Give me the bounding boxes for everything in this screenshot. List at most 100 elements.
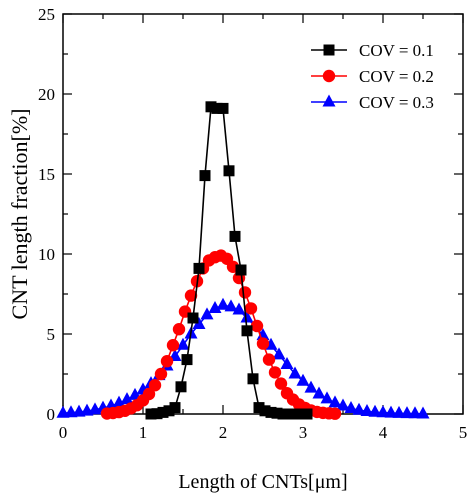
data-point xyxy=(223,165,235,177)
data-point xyxy=(271,407,283,419)
data-point xyxy=(217,102,229,114)
legend-item: COV = 0.3 xyxy=(311,93,434,112)
data-point xyxy=(232,302,246,315)
data-point xyxy=(328,407,342,420)
data-point xyxy=(256,328,270,341)
series-1 xyxy=(145,101,313,420)
data-point xyxy=(312,386,326,399)
legend-label: COV = 0.2 xyxy=(359,67,434,86)
data-point xyxy=(268,366,282,379)
data-point xyxy=(187,312,199,324)
data-point xyxy=(172,323,186,336)
data-point xyxy=(157,406,169,418)
y-tick-label: 25 xyxy=(38,5,55,24)
data-point xyxy=(244,302,258,315)
data-point xyxy=(169,402,181,414)
data-point xyxy=(235,264,247,276)
legend: COV = 0.1 COV = 0.2 COV = 0.3 xyxy=(311,41,434,112)
data-point xyxy=(160,355,174,368)
legend-marker xyxy=(323,44,335,56)
legend-label: COV = 0.1 xyxy=(359,41,434,60)
data-point xyxy=(163,405,175,417)
y-axis-label: CNT length fraction[%] xyxy=(7,109,32,320)
data-point xyxy=(368,404,382,417)
legend-label: COV = 0.3 xyxy=(359,93,434,112)
data-point xyxy=(250,319,264,333)
data-point xyxy=(181,354,193,366)
data-point xyxy=(408,406,422,419)
data-point xyxy=(253,402,265,414)
data-point xyxy=(272,347,286,360)
data-point xyxy=(304,380,318,393)
data-point xyxy=(216,297,230,310)
data-point xyxy=(416,406,430,419)
legend-item: COV = 0.2 xyxy=(311,67,434,86)
data-point xyxy=(288,366,302,379)
data-point xyxy=(247,373,259,385)
data-point xyxy=(211,102,223,114)
x-tick-label: 5 xyxy=(459,423,468,442)
data-point xyxy=(145,408,157,420)
data-point xyxy=(344,400,358,413)
data-point xyxy=(224,299,238,312)
data-point xyxy=(200,307,214,320)
x-axis-label: Length of CNTs[μm] xyxy=(178,471,347,493)
data-point xyxy=(274,377,288,390)
data-point xyxy=(166,339,180,352)
data-point xyxy=(208,300,222,313)
data-point xyxy=(280,356,294,369)
data-point xyxy=(154,367,168,381)
data-point xyxy=(193,262,205,274)
data-point xyxy=(262,353,276,366)
y-tick-label: 10 xyxy=(38,245,55,264)
data-point xyxy=(320,391,334,404)
data-point xyxy=(120,392,134,405)
legend-marker xyxy=(322,69,336,83)
y-tick-label: 0 xyxy=(47,405,56,424)
data-point xyxy=(241,325,253,337)
y-tick-label: 5 xyxy=(47,325,56,344)
data-point xyxy=(199,170,211,182)
data-point xyxy=(240,310,254,323)
data-point xyxy=(256,337,270,350)
x-tick-label: 4 xyxy=(379,423,388,442)
data-point xyxy=(229,230,241,242)
data-point xyxy=(295,408,307,420)
data-point xyxy=(148,379,162,392)
data-point xyxy=(151,408,163,420)
data-point xyxy=(205,101,217,113)
x-tick-labels: 0 1 2 3 4 5 xyxy=(59,423,468,442)
x-tick-label: 2 xyxy=(219,423,228,442)
data-point xyxy=(192,316,206,329)
data-point xyxy=(328,395,342,408)
series-layer xyxy=(56,101,430,420)
data-point xyxy=(259,405,271,417)
data-point xyxy=(265,406,277,418)
legend-marker xyxy=(322,94,336,107)
data-point xyxy=(283,408,295,420)
y-tick-labels: 0 5 10 15 20 25 xyxy=(38,5,55,424)
data-point xyxy=(184,289,198,302)
data-point xyxy=(296,373,310,386)
y-tick-label: 15 xyxy=(38,165,55,184)
data-point xyxy=(336,398,350,411)
data-point xyxy=(277,408,289,420)
data-point xyxy=(176,337,190,350)
legend-item: COV = 0.1 xyxy=(311,41,434,60)
y-tick-label: 20 xyxy=(38,85,55,104)
data-point xyxy=(289,408,301,420)
x-tick-label: 0 xyxy=(59,423,68,442)
x-tick-label: 3 xyxy=(299,423,308,442)
data-point xyxy=(238,286,252,299)
series-3 xyxy=(56,297,430,419)
x-tick-label: 1 xyxy=(139,423,148,442)
data-point xyxy=(360,404,374,416)
data-point xyxy=(352,402,366,415)
data-point xyxy=(142,387,156,401)
data-point xyxy=(301,408,313,420)
data-point xyxy=(112,395,126,408)
data-point xyxy=(376,405,390,418)
data-point xyxy=(175,381,187,393)
data-point xyxy=(384,405,398,418)
